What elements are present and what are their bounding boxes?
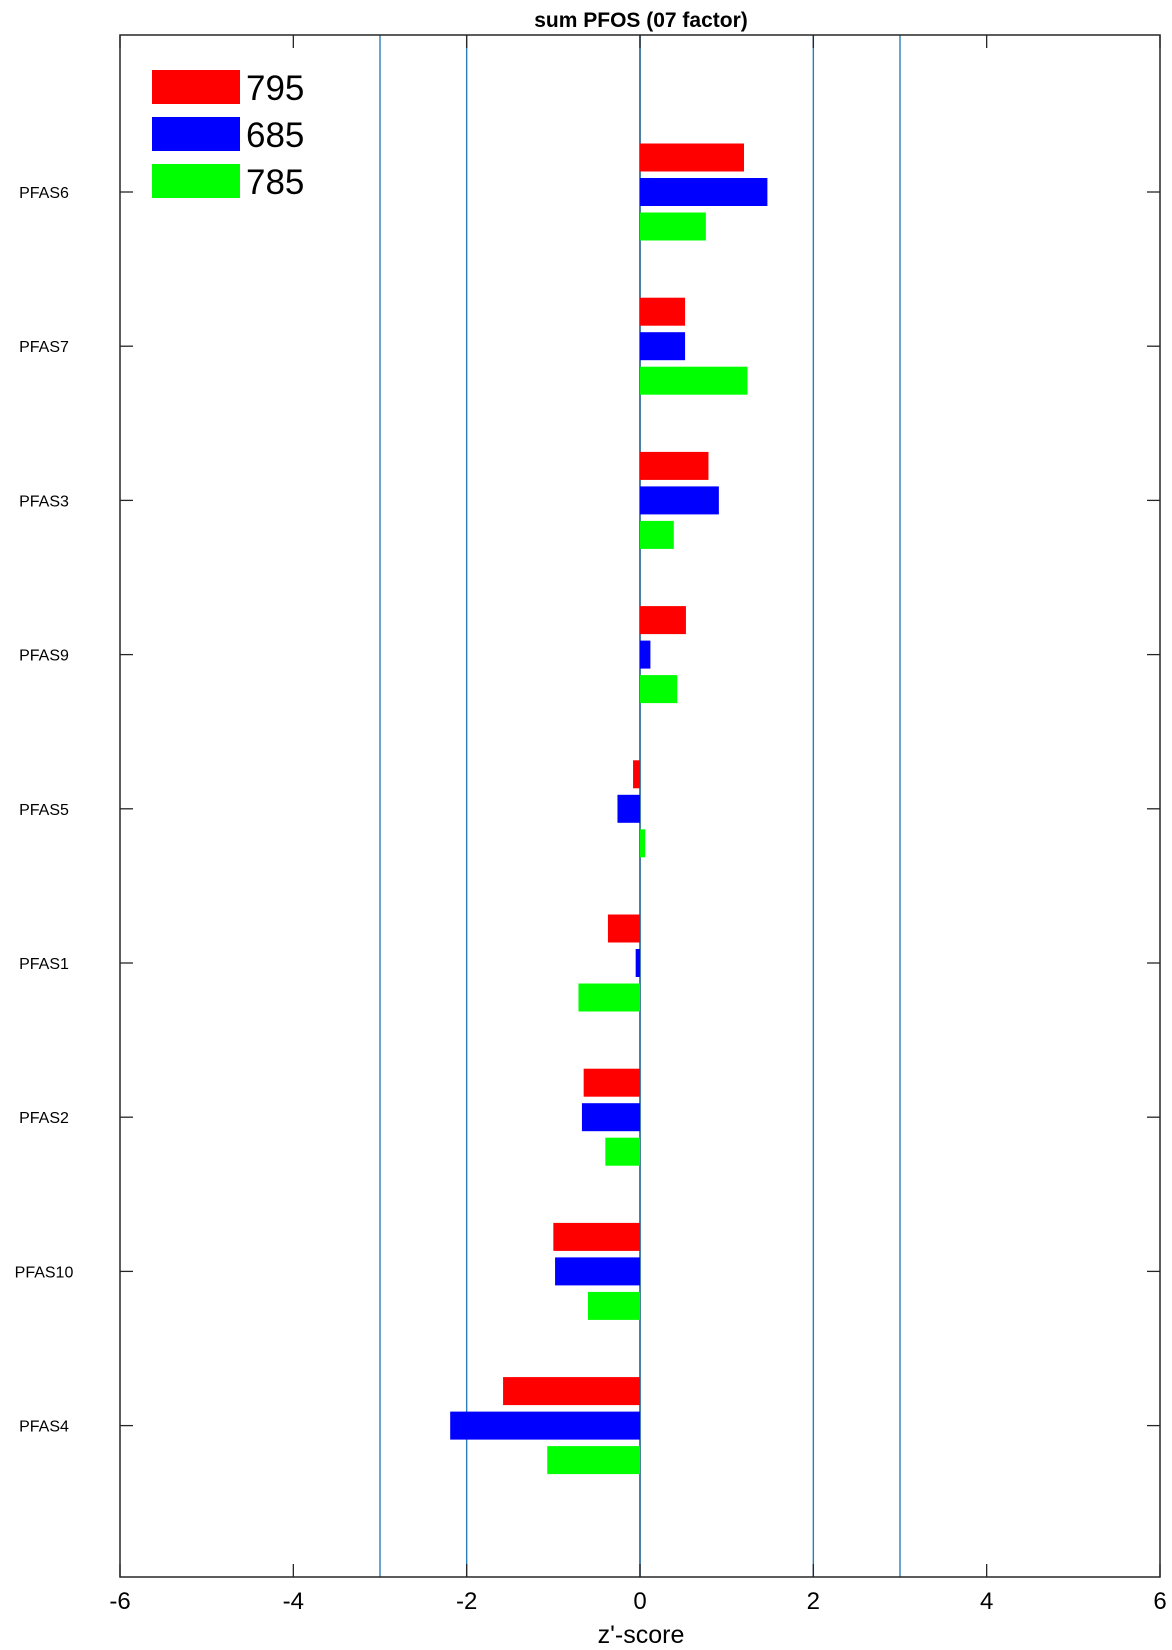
x-axis-label: z'-score (598, 1621, 685, 1649)
bar-pfas1-685 (635, 949, 640, 977)
plot-border (119, 34, 1161, 1578)
x-tick-label: 2 (807, 1588, 820, 1615)
bar-pfas4-785 (547, 1446, 640, 1475)
bar-pfas1-795 (607, 914, 640, 943)
y-tick-label: PFAS4 (19, 1419, 69, 1436)
bar-pfas9-795 (640, 606, 686, 635)
legend-swatch-795 (152, 70, 240, 104)
bar-pfas2-785 (605, 1137, 640, 1166)
y-tick-label: PFAS2 (19, 1110, 69, 1127)
legend-swatch-685 (152, 117, 240, 151)
bar-pfas1-785 (578, 983, 640, 1012)
legend-swatch-785 (152, 164, 240, 198)
bar-pfas4-685 (450, 1411, 640, 1440)
y-tick-label: PFAS5 (19, 802, 69, 819)
bar-pfas5-795 (633, 760, 640, 789)
chart-title: sum PFOS (07 factor) (534, 9, 748, 32)
y-tick-label: PFAS6 (19, 185, 69, 202)
bar-pfas3-795 (640, 451, 709, 480)
bar-pfas4-795 (503, 1377, 640, 1406)
y-tick-label: PFAS3 (19, 493, 69, 510)
bar-pfas7-685 (640, 332, 686, 361)
x-tick-label: -2 (456, 1588, 477, 1615)
bar-pfas10-785 (588, 1291, 640, 1320)
legend-label-795: 795 (246, 69, 304, 108)
y-tick-label: PFAS9 (19, 648, 69, 665)
y-tick-label: PFAS1 (19, 956, 69, 973)
x-tick-label: -6 (109, 1588, 130, 1615)
bar-pfas2-685 (581, 1103, 640, 1132)
legend: 795 685 785 (152, 69, 304, 202)
bar-pfas3-685 (640, 486, 719, 515)
y-tick-label: PFAS7 (19, 339, 69, 356)
bar-pfas6-785 (640, 212, 706, 241)
x-tick-label: 6 (1153, 1588, 1166, 1615)
reference-lines (379, 35, 901, 1577)
y-tick-label: PFAS10 (15, 1264, 74, 1281)
bar-pfas6-795 (640, 143, 744, 172)
legend-label-785: 785 (246, 163, 304, 202)
bar-pfas7-795 (640, 297, 686, 326)
bar-pfas6-685 (640, 178, 768, 206)
bar-pfas10-685 (555, 1257, 640, 1286)
ticks: -6 -4 -2 0 2 4 6 PFAS6 PFAS7 PFAS3 PFAS9 PFAS5 PFAS1… (15, 35, 1167, 1615)
bars (450, 143, 768, 1475)
bar-pfas2-795 (583, 1068, 640, 1097)
legend-label-685: 685 (246, 116, 304, 155)
bar-pfas7-785 (640, 366, 748, 395)
x-tick-label: 4 (980, 1588, 993, 1615)
bar-pfas3-785 (640, 520, 674, 549)
x-tick-label: -4 (283, 1588, 304, 1615)
bar-pfas5-685 (617, 794, 640, 823)
bar-pfas5-785 (640, 829, 646, 858)
bar-pfas10-795 (553, 1222, 640, 1251)
x-tick-label: 0 (633, 1588, 646, 1615)
bar-pfas9-685 (640, 640, 651, 669)
bar-pfas9-785 (640, 675, 678, 704)
